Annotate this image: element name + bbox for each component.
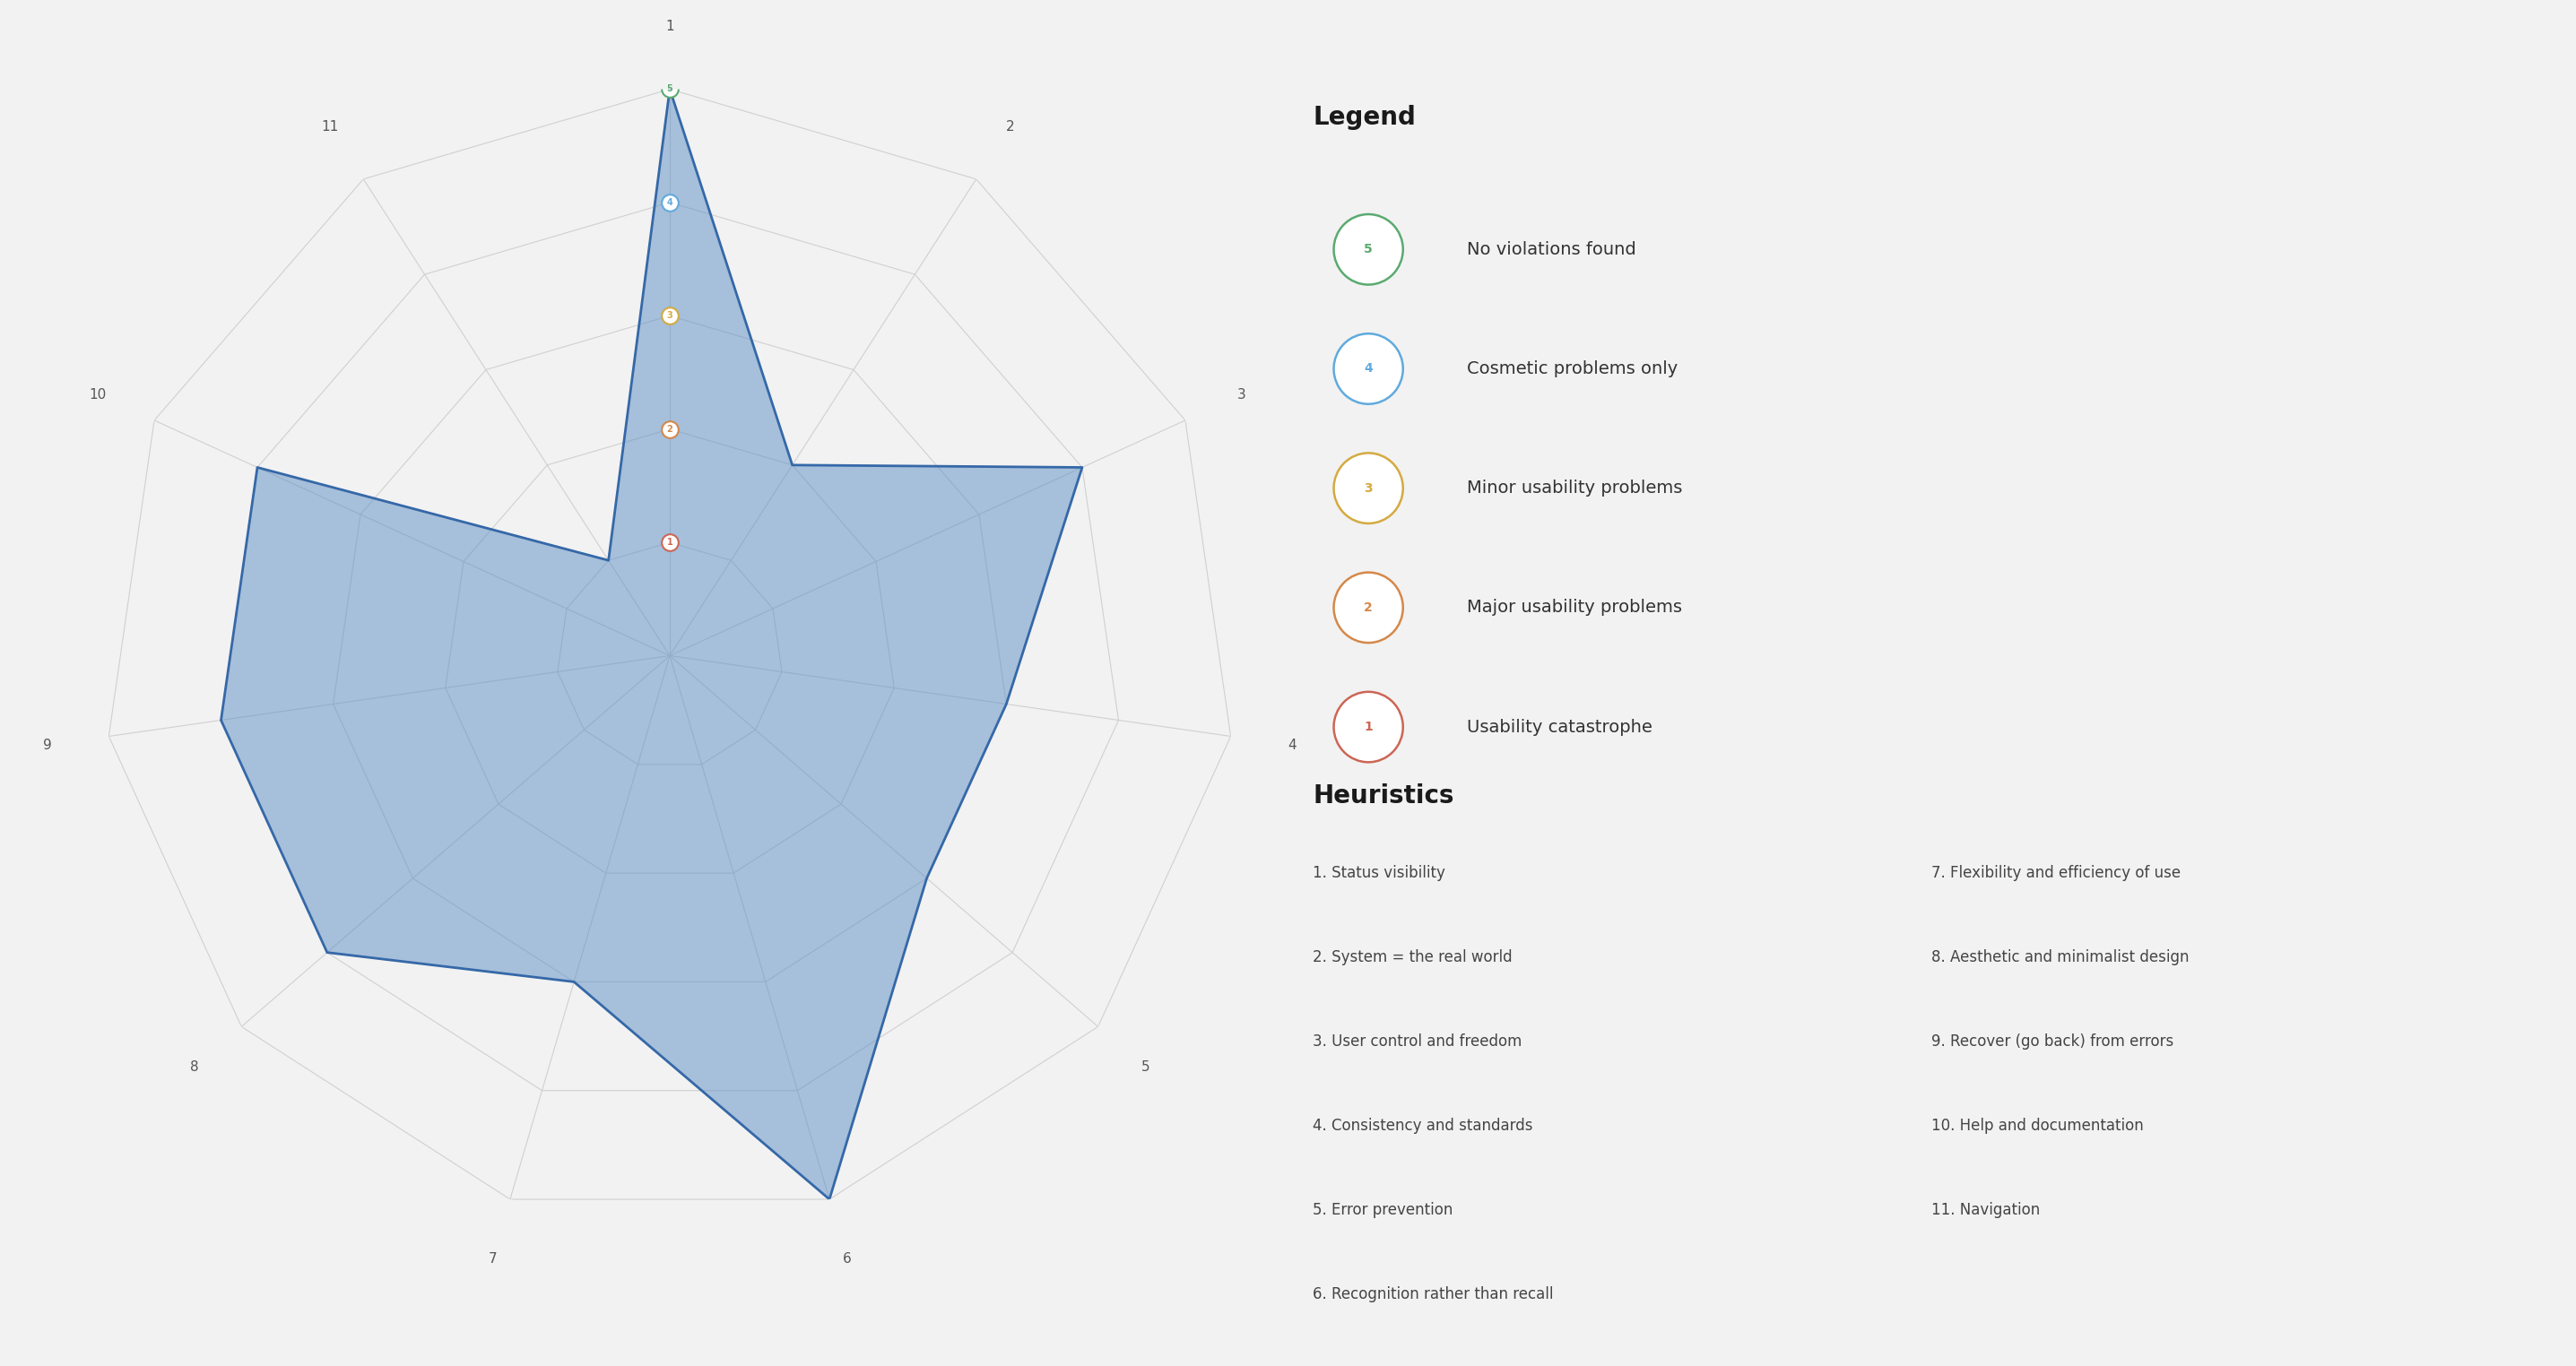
Point [1221,384,1262,406]
Text: 3. User control and freedom: 3. User control and freedom [1314,1034,1522,1049]
Text: 5: 5 [1365,243,1373,255]
Text: Usability catastrophe: Usability catastrophe [1468,719,1654,735]
Point [1273,735,1314,757]
Point [649,78,690,100]
Text: Major usability problems: Major usability problems [1468,600,1682,616]
Point [649,531,690,553]
Circle shape [1334,454,1404,523]
Text: 3: 3 [1236,388,1247,402]
Text: 2: 2 [667,425,672,433]
Point [471,1249,513,1270]
Point [309,116,350,138]
Point [173,1056,214,1078]
Point [649,418,690,440]
Polygon shape [222,89,1082,1199]
Text: 4: 4 [667,198,672,206]
Circle shape [1334,691,1404,762]
Circle shape [1334,333,1404,404]
Text: 1: 1 [1365,721,1373,734]
Point [26,735,67,757]
Text: Minor usability problems: Minor usability problems [1468,479,1682,497]
Text: 1: 1 [665,20,675,34]
Text: 9. Recover (go back) from errors: 9. Recover (go back) from errors [1932,1034,2174,1049]
Point [649,305,690,326]
Text: 2: 2 [1365,601,1373,613]
Text: 4: 4 [1288,739,1296,751]
Text: 6. Recognition rather than recall: 6. Recognition rather than recall [1314,1287,1553,1302]
Point [649,16,690,38]
Text: 7: 7 [489,1253,497,1266]
Text: 2: 2 [1005,120,1015,134]
Text: 3: 3 [667,311,672,320]
Point [1126,1056,1167,1078]
Point [989,116,1030,138]
Text: 4. Consistency and standards: 4. Consistency and standards [1314,1117,1533,1134]
Point [649,191,690,213]
Text: 5: 5 [1141,1061,1149,1074]
Text: Heuristics: Heuristics [1314,784,1453,809]
Text: Legend: Legend [1314,105,1417,130]
Text: 1: 1 [667,538,672,546]
Point [827,1249,868,1270]
Text: 10. Help and documentation: 10. Help and documentation [1932,1117,2143,1134]
Text: 11. Navigation: 11. Navigation [1932,1202,2040,1218]
Text: 11: 11 [322,120,337,134]
Text: 9: 9 [44,739,52,751]
Text: 8: 8 [191,1061,198,1074]
Text: 1. Status visibility: 1. Status visibility [1314,865,1445,881]
Text: 10: 10 [90,388,106,402]
Text: 5. Error prevention: 5. Error prevention [1314,1202,1453,1218]
Text: 5: 5 [667,85,672,94]
Circle shape [1334,572,1404,643]
Text: 4: 4 [1365,362,1373,376]
Text: 2. System = the real world: 2. System = the real world [1314,949,1512,966]
Text: No violations found: No violations found [1468,240,1636,258]
Text: 8. Aesthetic and minimalist design: 8. Aesthetic and minimalist design [1932,949,2190,966]
Text: Cosmetic problems only: Cosmetic problems only [1468,361,1677,377]
Text: 3: 3 [1365,482,1373,494]
Circle shape [1334,214,1404,284]
Text: 7. Flexibility and efficiency of use: 7. Flexibility and efficiency of use [1932,865,2179,881]
Text: 6: 6 [842,1253,850,1266]
Point [77,384,118,406]
